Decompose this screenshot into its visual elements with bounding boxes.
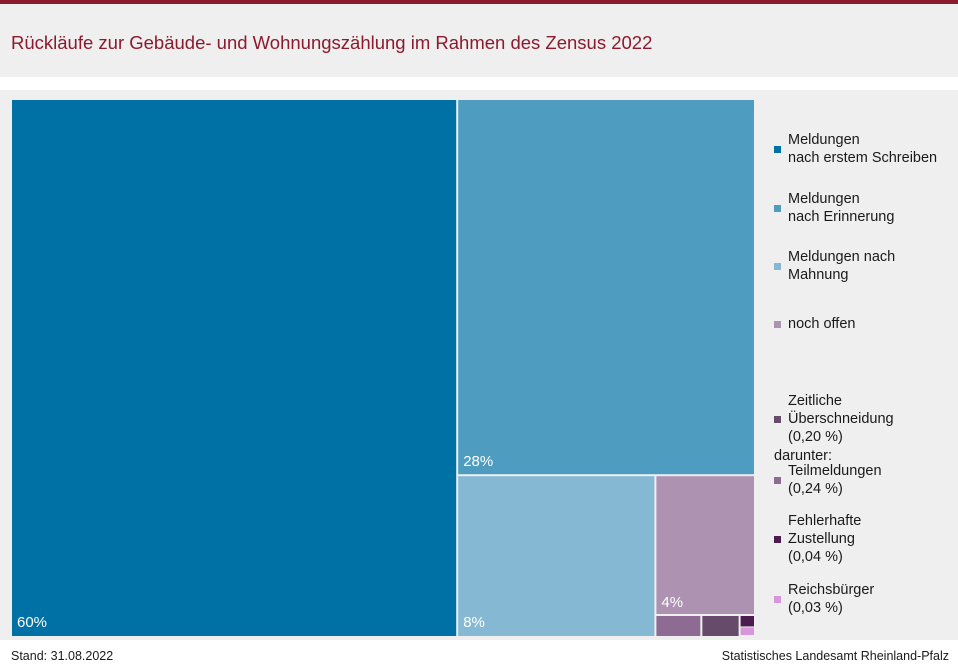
legend-item-sub-0-label: Zeitliche Überschneidung (0,20 %) xyxy=(788,393,894,445)
legend-item-sub-2-swatch xyxy=(774,536,781,543)
chart-title: Rückläufe zur Gebäude- und Wohnungszählu… xyxy=(11,32,653,53)
legend-item-sub-0-swatch xyxy=(774,416,781,423)
footer-source: Statistisches Landesamt Rheinland-Pfalz xyxy=(721,649,949,663)
legend-item-sub-1-swatch xyxy=(774,477,781,484)
legend-item-main-1-swatch xyxy=(774,205,781,212)
treemap-label-meldungen-nach-erinnerung: 28% xyxy=(463,453,493,470)
treemap-subtile-reichsb-rger xyxy=(740,627,754,635)
legend-item-sub-3-label: Reichsbürger (0,03 %) xyxy=(788,582,875,616)
treemap-tile-meldungen-nach-mahnung xyxy=(458,476,655,636)
footer-date: Stand: 31.08.2022 xyxy=(11,649,114,663)
legend-item-main-3-label: noch offen xyxy=(788,316,856,332)
legend-item-sub-3-swatch xyxy=(774,596,781,603)
legend-item-sub-1-label: Teilmeldungen (0,24 %) xyxy=(788,463,882,497)
legend-subheading: darunter: xyxy=(774,448,833,464)
treemap-subtile-teilmeldungen xyxy=(656,616,701,636)
treemap-tile-meldungen-nach-erinnerung xyxy=(458,100,754,475)
legend-item-main-1-label: Meldungen nach Erinnerung xyxy=(788,191,895,225)
treemap-tile-meldungen-nach-erstem-schreiben xyxy=(12,100,457,636)
top-rule xyxy=(0,0,958,4)
treemap-label-meldungen-nach-erstem-schreiben: 60% xyxy=(17,614,47,631)
treemap-subtile-fehlerhafte-zustellung xyxy=(740,616,754,627)
header-band: Rückläufe zur Gebäude- und Wohnungszählu… xyxy=(0,4,958,77)
treemap-label-meldungen-nach-mahnung: 8% xyxy=(463,614,485,631)
treemap: 60% 28% 8% 4% xyxy=(12,100,754,636)
legend-item-main-0-swatch xyxy=(774,146,781,153)
legend-item-main-2-swatch xyxy=(774,263,781,270)
legend-item-main-0-label: Meldungen nach erstem Schreiben xyxy=(788,132,938,166)
chart-panel: 60% 28% 8% 4% Meldungen nach erstem Schreib… xyxy=(0,90,958,640)
legend-item-main-3-swatch xyxy=(774,321,781,328)
treemap-subtile-zeitliche-berschneidung xyxy=(702,616,739,636)
treemap-tile-noch-offen xyxy=(656,476,754,614)
legend-item-sub-2-label: Fehlerhafte Zustellung (0,04 %) xyxy=(788,513,862,565)
legend-item-main-2-label: Meldungen nach Mahnung xyxy=(788,249,896,283)
treemap-label-noch-offen: 4% xyxy=(661,594,683,611)
